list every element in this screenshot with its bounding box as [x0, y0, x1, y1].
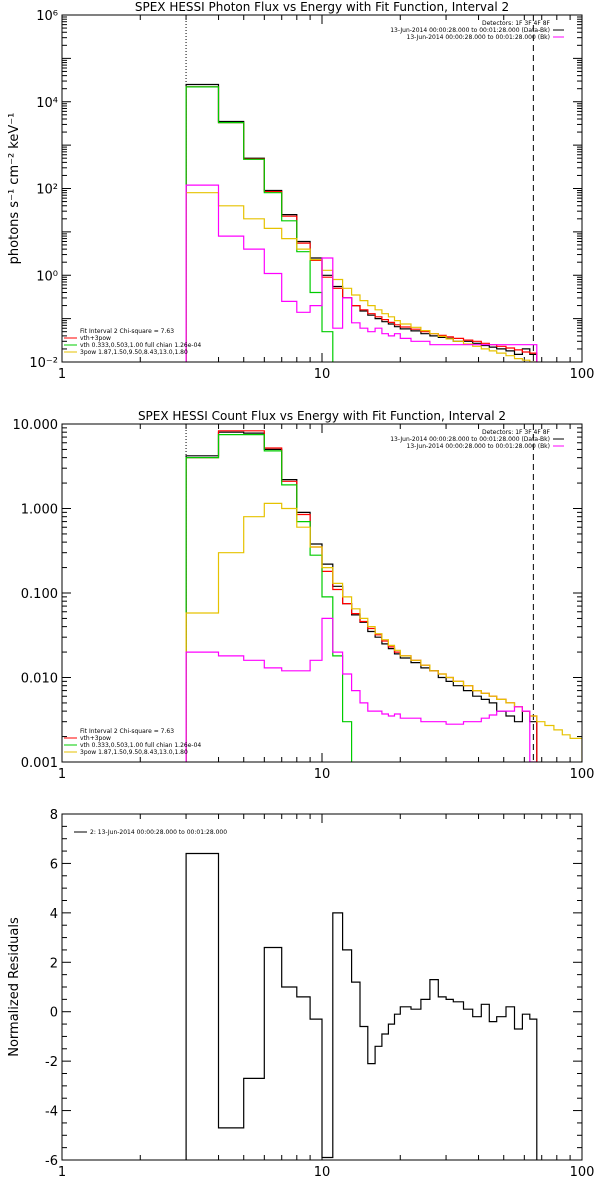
- legend-entry: 13-Jun-2014 00:00:28.000 to 00:01:28.000…: [390, 27, 550, 34]
- x-tick-label: 1: [58, 767, 66, 782]
- series-line-2: [185, 430, 538, 762]
- chart-title: SPEX HESSI Count Flux vs Energy with Fit…: [138, 409, 506, 423]
- plot-frame: [61, 423, 583, 763]
- series-line-3: [185, 86, 334, 362]
- y-tick-label: 10⁴: [36, 96, 58, 111]
- plot-frame: [61, 14, 583, 363]
- series-line-5: [185, 184, 538, 362]
- x-tick-label: 10: [314, 367, 331, 382]
- chart-panel-2: SPEX HESSI Count Flux vs Energy with Fit…: [13, 409, 595, 782]
- legend-entry: Detectors: 1F 3F 4F 8F: [482, 20, 551, 27]
- y-tick-label: 10⁻²: [29, 356, 58, 371]
- y-tick-label: 0.010: [21, 672, 58, 687]
- y-tick-label: 4: [50, 907, 58, 922]
- y-axis-label: Normalized Residuals: [7, 917, 22, 1057]
- legend-entry: Detectors: 1F 3F 4F 8F: [482, 429, 551, 436]
- series-line-4: [185, 502, 582, 762]
- y-tick-label: 10²: [36, 183, 58, 198]
- legend-entry: 3pow 1.87,1.50,9.50,8.43,13.0,1.80: [80, 349, 188, 356]
- legend-legend_bottom: Fit Interval 2 Chi-square = 7.63vth+3pow…: [64, 728, 201, 756]
- legend-entry: 13-Jun-2014 00:00:28.000 to 00:01:28.000…: [407, 443, 550, 450]
- y-tick-label: 0.100: [21, 587, 58, 602]
- y-tick-label: 10.000: [13, 418, 59, 433]
- legend-entry: vth+3pow: [80, 735, 111, 742]
- legend-entry: 3pow 1.87,1.50,9.50,8.43,13.0,1.80: [80, 749, 188, 756]
- chart-panel-3: Normalized Residuals 1 10 100 -6 -4 -2 0 2 4 6 8 2: …: [7, 808, 594, 1180]
- y-tick-label: 2: [50, 956, 58, 971]
- x-tick-label: 10: [314, 767, 331, 782]
- legend-legend_top: 2: 13-Jun-2014 00:00:28.000 to 00:01:28.…: [74, 829, 227, 836]
- y-tick-label: 10⁰: [36, 269, 58, 284]
- y-tick-label: -4: [45, 1105, 58, 1120]
- x-tick-label: 1: [58, 1165, 66, 1180]
- chart-title: SPEX HESSI Photon Flux vs Energy with Fi…: [135, 0, 509, 14]
- series-line-1: [185, 852, 538, 1160]
- legend-entry: 13-Jun-2014 00:00:28.000 to 00:01:28.000…: [407, 34, 550, 41]
- y-tick-label: 6: [50, 857, 58, 872]
- x-tick-label: 100: [570, 367, 595, 382]
- legend-entry: vth+3pow: [80, 335, 111, 342]
- y-tick-label: -6: [45, 1154, 58, 1169]
- y-tick-label: 1.000: [21, 503, 58, 518]
- series-line-5: [185, 617, 538, 762]
- legend-entry: Fit Interval 2 Chi-square = 7.63: [80, 728, 174, 735]
- legend-legend_bottom: Fit Interval 2 Chi-square = 7.63vth+3pow…: [64, 328, 201, 356]
- plot-frame: [61, 813, 583, 1161]
- y-tick-label: 0.001: [21, 756, 58, 771]
- y-tick-label: 10⁶: [36, 9, 58, 24]
- legend-entry: 13-Jun-2014 00:00:28.000 to 00:01:28.000…: [390, 436, 550, 443]
- y-tick-label: 0: [50, 1006, 58, 1021]
- legend-entry: Fit Interval 2 Chi-square = 7.63: [80, 328, 174, 335]
- x-tick-label: 100: [570, 767, 595, 782]
- legend-entry: vth 0.333,0.503,1.00 full chian 1.26e-04: [80, 742, 201, 749]
- y-tick-label: -2: [45, 1055, 58, 1070]
- y-tick-label: 8: [50, 808, 58, 823]
- x-tick-label: 1: [58, 367, 66, 382]
- series-line-1: [185, 431, 538, 762]
- legend-entry: 2: 13-Jun-2014 00:00:28.000 to 00:01:28.…: [90, 829, 227, 836]
- y-axis-label: photons s⁻¹ cm⁻² keV⁻¹: [7, 113, 22, 265]
- chart-panel-1: SPEX HESSI Photon Flux vs Energy with Fi…: [7, 0, 594, 382]
- series-line-1: [185, 83, 538, 362]
- legend-entry: vth 0.333,0.503,1.00 full chian 1.26e-04: [80, 342, 201, 349]
- series-line-2: [185, 86, 538, 362]
- x-tick-label: 100: [570, 1165, 595, 1180]
- series-line-3: [185, 434, 353, 762]
- x-tick-label: 10: [314, 1165, 331, 1180]
- series-line-4: [185, 192, 538, 362]
